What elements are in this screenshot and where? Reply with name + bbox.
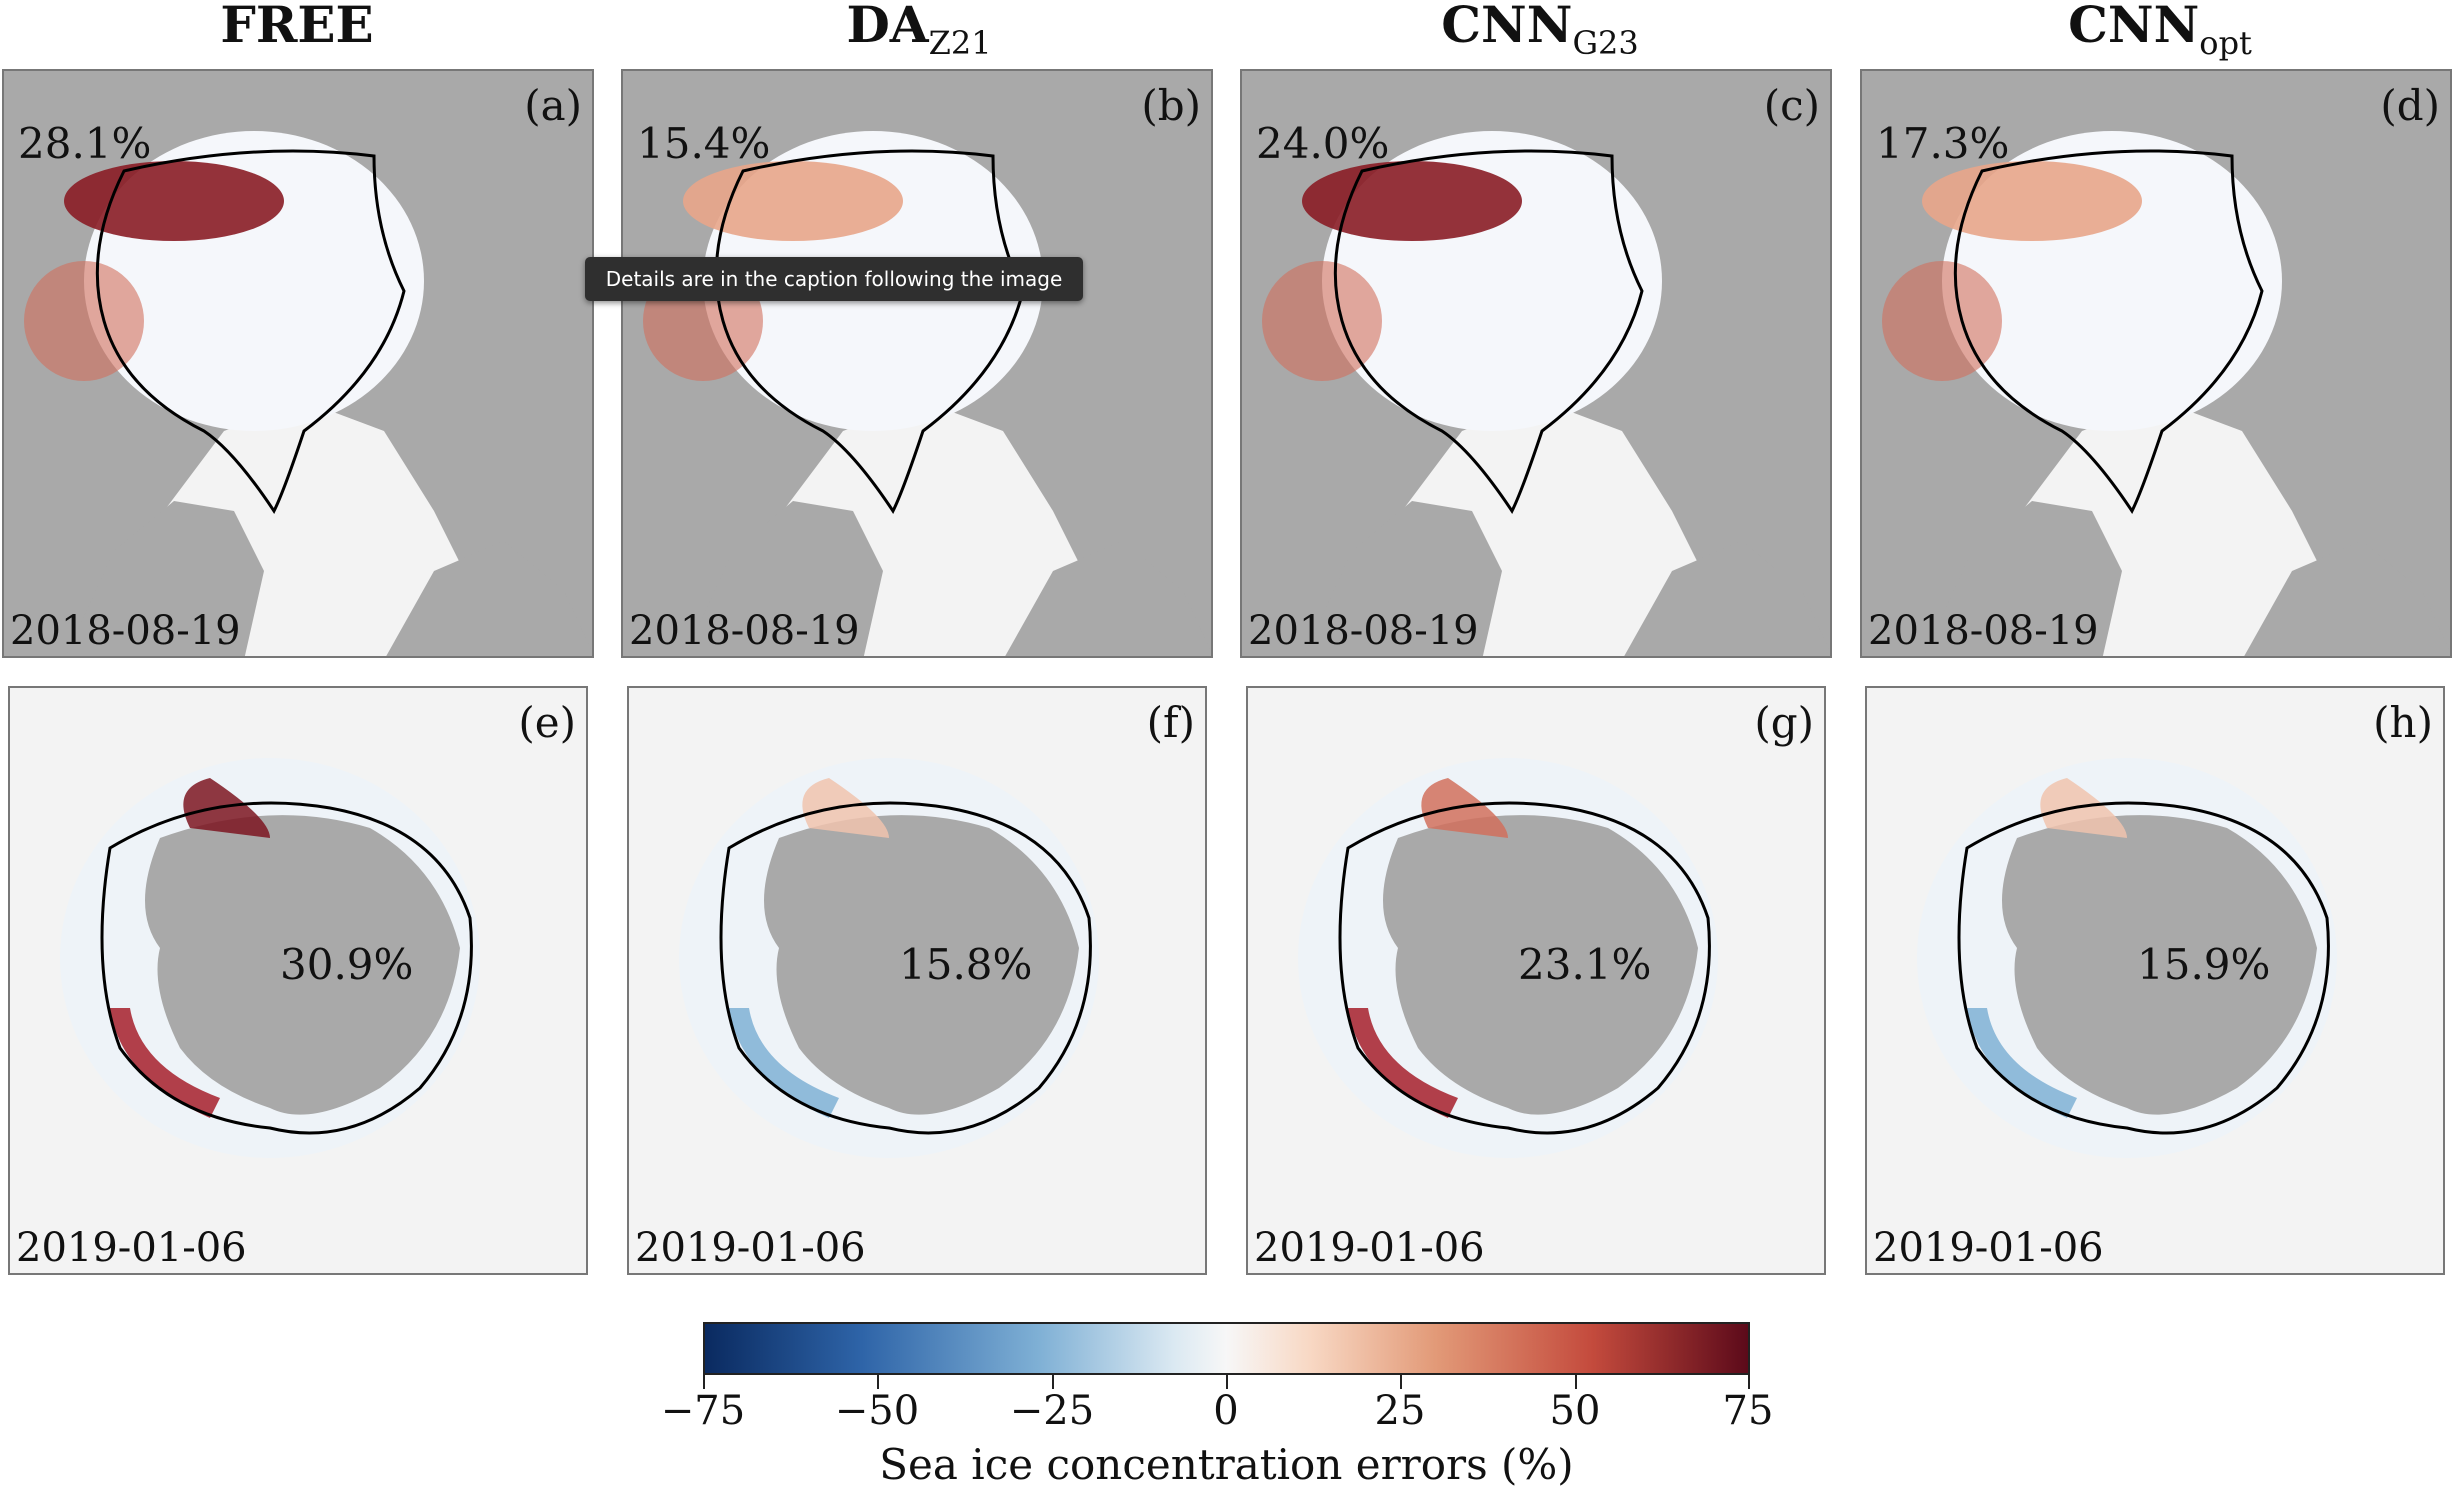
error-patch bbox=[183, 778, 270, 838]
image-details-tooltip: Details are in the caption following the… bbox=[585, 257, 1083, 301]
error-patch bbox=[1922, 161, 2142, 241]
land-mass bbox=[684, 501, 883, 656]
colorbar bbox=[703, 1322, 1750, 1375]
ice-edge-contour bbox=[1957, 801, 2330, 1135]
arctic-map-panel-a: (a) 28.1% 2018-08-19 bbox=[2, 69, 594, 658]
panel-label: (d) bbox=[2380, 81, 2440, 130]
panel-label: (c) bbox=[1763, 81, 1820, 130]
ice-edge-contour bbox=[1333, 149, 1644, 514]
colorbar-tick-label: 75 bbox=[1722, 1388, 1774, 1434]
error-patch bbox=[2040, 778, 2127, 838]
panel-label: (h) bbox=[2373, 698, 2433, 747]
error-patch bbox=[683, 161, 903, 241]
colorbar-tick bbox=[703, 1375, 705, 1389]
column-title-cnn-opt: CNNopt bbox=[2068, 0, 2252, 62]
land-mass bbox=[1624, 541, 1830, 656]
arctic-map-panel-b: (b) 15.4% 2018-08-19 bbox=[621, 69, 1213, 658]
panel-label: (b) bbox=[1141, 81, 1201, 130]
error-patch bbox=[1262, 261, 1382, 381]
error-patch bbox=[1348, 1008, 1458, 1118]
antarctic-map bbox=[1917, 758, 2337, 1158]
column-title-cnn-g23: CNNG23 bbox=[1441, 0, 1639, 62]
colorbar-label: Sea ice concentration errors (%) bbox=[879, 1440, 1574, 1489]
antarctic-map bbox=[1298, 758, 1718, 1158]
land-mass bbox=[1303, 501, 1502, 656]
colorbar-tick bbox=[1748, 1375, 1750, 1389]
error-percentage: 24.0% bbox=[1256, 119, 1390, 168]
antarctic-map-panel-g: (g) 23.1% 2019-01-06 bbox=[1246, 686, 1826, 1275]
error-patch bbox=[802, 778, 889, 838]
antarctica-land bbox=[2002, 815, 2317, 1115]
error-percentage: 30.9% bbox=[280, 940, 414, 989]
arctic-map bbox=[4, 71, 592, 656]
panel-date: 2019-01-06 bbox=[16, 1225, 247, 1271]
error-percentage: 23.1% bbox=[1518, 940, 1652, 989]
antarctica-land bbox=[764, 815, 1079, 1115]
land-mass bbox=[65, 501, 264, 656]
error-patch bbox=[1882, 261, 2002, 381]
land-mass bbox=[1923, 501, 2122, 656]
error-percentage: 15.8% bbox=[899, 940, 1033, 989]
panel-date: 2019-01-06 bbox=[635, 1225, 866, 1271]
error-percentage: 28.1% bbox=[18, 119, 152, 168]
error-patch bbox=[1421, 778, 1508, 838]
error-patch bbox=[729, 1008, 839, 1118]
arctic-map bbox=[1862, 71, 2450, 656]
colorbar-tick-label: −50 bbox=[834, 1388, 920, 1434]
panel-label: (e) bbox=[518, 698, 576, 747]
colorbar-tick bbox=[1052, 1375, 1054, 1389]
antarctica-land bbox=[145, 815, 460, 1115]
ice-edge-contour bbox=[714, 149, 1025, 514]
error-percentage: 17.3% bbox=[1876, 119, 2010, 168]
panel-date: 2018-08-19 bbox=[10, 608, 241, 654]
panel-date: 2018-08-19 bbox=[629, 608, 860, 654]
error-patch bbox=[110, 1008, 220, 1118]
panel-date: 2018-08-19 bbox=[1248, 608, 1479, 654]
panel-date: 2018-08-19 bbox=[1868, 608, 2099, 654]
land-mass bbox=[386, 541, 592, 656]
panel-label: (f) bbox=[1146, 698, 1195, 747]
colorbar-tick-label: −75 bbox=[660, 1388, 746, 1434]
arctic-map-panel-d: (d) 17.3% 2018-08-19 bbox=[1860, 69, 2452, 658]
antarctic-map-panel-e: (e) 30.9% 2019-01-06 bbox=[8, 686, 588, 1275]
ice-edge-contour bbox=[719, 801, 1092, 1135]
antarctic-map-panel-f: (f) 15.8% 2019-01-06 bbox=[627, 686, 1207, 1275]
error-patch bbox=[64, 161, 284, 241]
ice-edge-contour bbox=[1338, 801, 1711, 1135]
colorbar-tick-label: 0 bbox=[1213, 1388, 1239, 1434]
colorbar-tick bbox=[1400, 1375, 1402, 1389]
colorbar-tick bbox=[1226, 1375, 1228, 1389]
antarctica-land bbox=[1383, 815, 1698, 1115]
colorbar-tick-label: 50 bbox=[1549, 1388, 1601, 1434]
land-mass bbox=[2244, 541, 2450, 656]
colorbar-tick bbox=[877, 1375, 879, 1389]
ice-edge-contour bbox=[100, 801, 473, 1135]
panel-date: 2019-01-06 bbox=[1873, 1225, 2104, 1271]
error-percentage: 15.4% bbox=[637, 119, 771, 168]
error-patch bbox=[24, 261, 144, 381]
arctic-map bbox=[1242, 71, 1830, 656]
error-patch bbox=[1302, 161, 1522, 241]
ice-edge-contour bbox=[1953, 149, 2264, 514]
panel-label: (g) bbox=[1754, 698, 1814, 747]
panel-date: 2019-01-06 bbox=[1254, 1225, 1485, 1271]
colorbar-tick-label: −25 bbox=[1009, 1388, 1095, 1434]
error-percentage: 15.9% bbox=[2137, 940, 2271, 989]
error-patch bbox=[1967, 1008, 2077, 1118]
panel-label: (a) bbox=[524, 81, 582, 130]
colorbar-tick bbox=[1575, 1375, 1577, 1389]
antarctic-map-panel-h: (h) 15.9% 2019-01-06 bbox=[1865, 686, 2445, 1275]
ice-edge-contour bbox=[95, 149, 406, 514]
column-title-da: DAZ21 bbox=[846, 0, 992, 62]
colorbar-tick-label: 25 bbox=[1374, 1388, 1426, 1434]
antarctic-map bbox=[679, 758, 1099, 1158]
antarctic-map bbox=[60, 758, 480, 1158]
land-mass bbox=[1005, 541, 1211, 656]
column-title-free: FREE bbox=[220, 0, 374, 54]
arctic-map-panel-c: (c) 24.0% 2018-08-19 bbox=[1240, 69, 1832, 658]
